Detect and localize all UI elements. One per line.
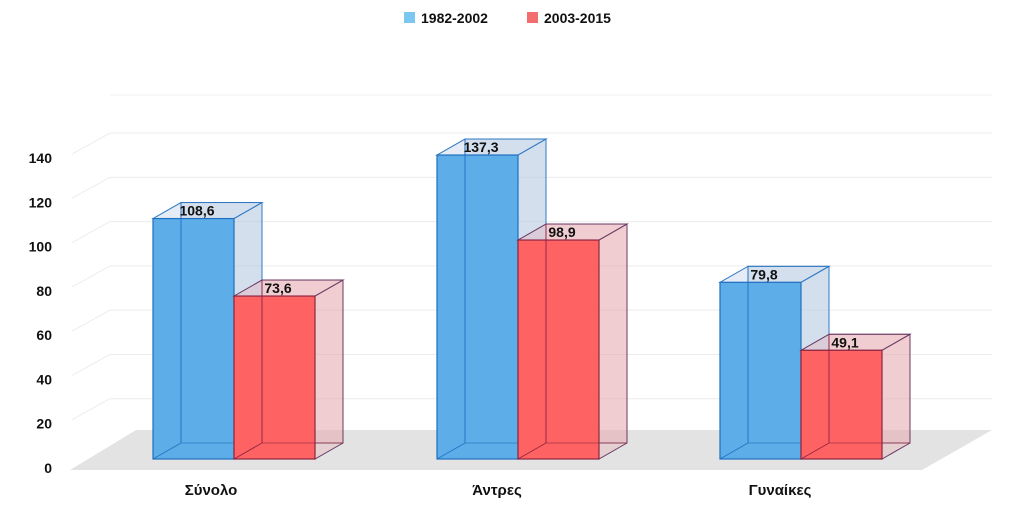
bar-side-face: [314, 279, 344, 460]
bar-inner-edge: [152, 442, 182, 460]
y-tick-label: 40: [36, 371, 52, 387]
bar: [719, 281, 802, 460]
bar: [436, 154, 519, 460]
data-label: 137,3: [463, 139, 498, 155]
legend-label: 2003-2015: [544, 10, 611, 26]
bar: [800, 349, 883, 460]
gridline-side: [71, 309, 111, 332]
bar-inner-edge: [517, 442, 547, 460]
bar-inner-edge: [233, 442, 263, 460]
y-tick-label: 120: [29, 194, 53, 210]
legend-swatch: [527, 12, 538, 23]
bar-inner-edge: [800, 442, 830, 460]
gridline-side: [71, 354, 111, 376]
gridline-side: [71, 398, 111, 421]
gridline-side: [71, 132, 111, 155]
bar-inner-edge: [719, 442, 749, 460]
bar-side-face: [598, 223, 628, 460]
bar-side-face: [881, 333, 911, 460]
bar: [517, 239, 600, 460]
y-tick-label: 140: [29, 150, 53, 166]
data-label: 73,6: [264, 280, 291, 296]
category-label: Άντρες: [472, 482, 522, 499]
bar-inner-edge: [436, 442, 466, 460]
bar: [152, 217, 235, 460]
y-tick-label: 20: [36, 416, 52, 432]
data-label: 79,8: [750, 266, 777, 282]
legend-swatch: [404, 12, 415, 23]
category-label: Σύνολο: [185, 482, 238, 499]
gridline-side: [71, 265, 111, 288]
legend-label: 1982-2002: [421, 10, 488, 26]
category-label: Γυναίκες: [749, 482, 812, 499]
data-label: 108,6: [179, 203, 214, 219]
gridline-side: [71, 176, 111, 199]
y-tick-label: 100: [29, 239, 53, 255]
y-tick-label: 60: [36, 327, 52, 343]
y-tick-label: 0: [44, 460, 52, 476]
bar: [233, 295, 316, 460]
data-label: 98,9: [548, 224, 575, 240]
gridline-side: [71, 221, 111, 244]
data-label: 49,1: [831, 334, 858, 350]
y-tick-label: 80: [36, 283, 52, 299]
